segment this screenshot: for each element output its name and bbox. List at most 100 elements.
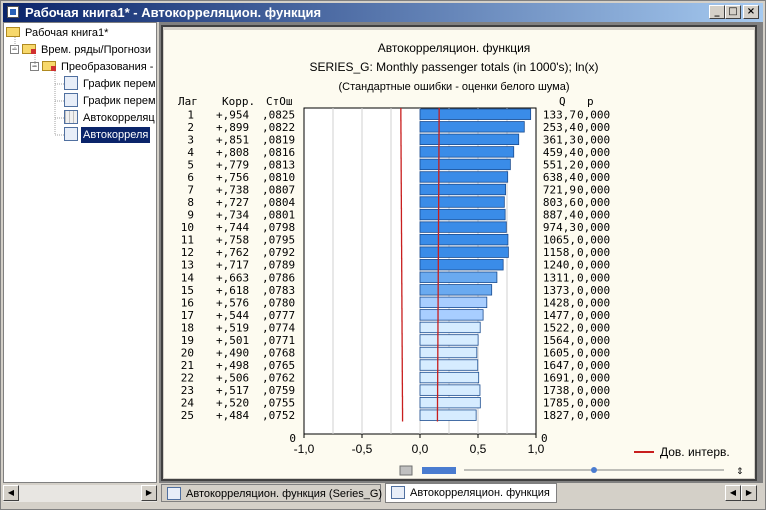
p-label: 0,000 xyxy=(577,359,610,372)
tree-item-graph-2[interactable]: График перем xyxy=(64,93,156,109)
zoom-slider-thumb[interactable] xyxy=(591,467,597,473)
p-label: 0,000 xyxy=(577,271,610,284)
q-label: 253,4 xyxy=(543,121,576,134)
lag-label: 9 xyxy=(187,209,194,222)
se-label: ,0765 xyxy=(262,359,295,372)
acf-bar xyxy=(419,359,479,371)
close-button[interactable]: × xyxy=(743,5,759,19)
tree-item-workbook[interactable]: Рабочая книга1* xyxy=(6,25,110,41)
p-label: 0,000 xyxy=(577,384,610,397)
acf-bar xyxy=(419,321,481,334)
chart-doc-icon xyxy=(64,127,78,141)
title-bar[interactable]: Рабочая книга1* - Автокорреляцион. функц… xyxy=(3,3,763,22)
se-label: ,0789 xyxy=(262,259,295,272)
q-label: 1311, xyxy=(543,271,576,284)
q-label: 1738, xyxy=(543,384,576,397)
se-label: ,0771 xyxy=(262,334,295,347)
lag-label: 18 xyxy=(181,321,194,334)
p-label: 0,000 xyxy=(577,184,610,197)
lag-label: 19 xyxy=(181,334,194,347)
q-label: 1065, xyxy=(543,234,576,247)
acf-bar xyxy=(419,108,532,120)
p-label: 0,000 xyxy=(577,234,610,247)
acf-bar xyxy=(419,296,488,309)
q-label: 1477, xyxy=(543,309,576,322)
expand-toggle-icon[interactable]: ⇕ xyxy=(736,467,744,477)
p-label: 0,000 xyxy=(577,108,610,121)
q-label: 1647, xyxy=(543,359,576,372)
se-label: ,0777 xyxy=(262,309,295,322)
tab-scroll-right-icon[interactable]: ▶ xyxy=(741,485,757,501)
lag-label: 16 xyxy=(181,296,194,309)
tab-acf-chart[interactable]: Автокорреляцион. функция xyxy=(385,483,557,503)
acf-bar xyxy=(419,183,507,196)
lag-label: 14 xyxy=(181,271,195,284)
p-label: 0,000 xyxy=(577,158,610,171)
minimize-button[interactable]: _ xyxy=(709,5,725,19)
lag-label: 2 xyxy=(187,121,194,134)
chart-toolbar[interactable]: ⇕ xyxy=(399,465,744,477)
acf-bar xyxy=(419,196,505,208)
confidence-limit-lower xyxy=(400,108,404,422)
corr-label: +,506 xyxy=(216,372,249,385)
corr-label: +,779 xyxy=(216,158,249,171)
se-label: ,0810 xyxy=(262,171,295,184)
col-header-q: Q xyxy=(559,95,566,108)
tree-item-acf-table[interactable]: Автокорреляц xyxy=(64,110,156,126)
q-label: 1605, xyxy=(543,347,576,360)
tree-horizontal-scrollbar[interactable]: ◀ ▶ xyxy=(3,485,157,502)
se-label: ,0786 xyxy=(262,271,295,284)
tree-item-timeseries[interactable]: − Врем. ряды/Прогнози xyxy=(10,44,151,56)
se-label: ,0822 xyxy=(262,121,295,134)
se-label: ,0780 xyxy=(262,296,295,309)
chart-tab-icon xyxy=(391,486,405,499)
corr-label: +,727 xyxy=(216,196,249,209)
se-label: ,0774 xyxy=(262,321,295,334)
lag-label: 1 xyxy=(187,108,194,121)
collapse-icon[interactable]: − xyxy=(30,61,39,71)
tab-acf-series-g[interactable]: Автокорреляцион. функция (Series_G) xyxy=(161,484,382,502)
p-label: 0,000 xyxy=(577,372,610,385)
lag-label: 4 xyxy=(187,146,194,159)
scroll-left-icon[interactable]: ◀ xyxy=(3,485,19,501)
legend-label: Дов. интерв. xyxy=(660,445,730,459)
x-tick-label: -0,5 xyxy=(352,442,373,456)
q-label: 638,4 xyxy=(543,171,576,184)
x-tick-label: 0,0 xyxy=(412,442,429,456)
acf-bar xyxy=(419,259,504,271)
chart-doc-icon xyxy=(64,93,78,107)
tree-item-graph-1[interactable]: График перем xyxy=(64,76,156,92)
acf-bar xyxy=(419,284,493,296)
zoom-reset-icon[interactable] xyxy=(399,465,413,476)
acf-bar xyxy=(419,233,509,246)
lag-label: 17 xyxy=(181,309,194,322)
chart-doc-icon xyxy=(64,76,78,90)
col-header-lag: Лаг xyxy=(178,95,198,108)
workbook-tree[interactable]: Рабочая книга1* − Врем. ряды/Прогнози − Пр… xyxy=(3,22,157,483)
spreadsheet-icon xyxy=(64,110,78,124)
maximize-button[interactable]: □ xyxy=(725,5,741,19)
se-label: ,0755 xyxy=(262,397,295,410)
p-label: 0,000 xyxy=(577,296,610,309)
p-label: 0,000 xyxy=(577,133,610,146)
se-label: ,0801 xyxy=(262,209,295,222)
bottom-left-zero: 0 xyxy=(289,432,296,445)
p-label: 0,000 xyxy=(577,209,610,222)
table-tab-icon xyxy=(167,487,181,500)
q-label: 1373, xyxy=(543,284,576,297)
se-label: ,0816 xyxy=(262,146,295,159)
se-label: ,0752 xyxy=(262,409,295,422)
tree-item-transforms[interactable]: − Преобразования - xyxy=(30,61,154,73)
scroll-right-icon[interactable]: ▶ xyxy=(141,485,157,501)
tab-scroll-left-icon[interactable]: ◀ xyxy=(725,485,741,501)
lag-label: 3 xyxy=(187,133,194,146)
collapse-icon[interactable]: − xyxy=(10,44,19,54)
p-label: 0,000 xyxy=(577,347,610,360)
tree-item-acf-chart[interactable]: Автокорреля xyxy=(64,127,151,143)
lag-label: 15 xyxy=(181,284,194,297)
lag-label: 5 xyxy=(187,158,194,171)
p-label: 0,000 xyxy=(577,334,610,347)
se-label: ,0759 xyxy=(262,384,295,397)
zoom-bar[interactable] xyxy=(422,467,456,474)
lag-label: 23 xyxy=(181,384,194,397)
